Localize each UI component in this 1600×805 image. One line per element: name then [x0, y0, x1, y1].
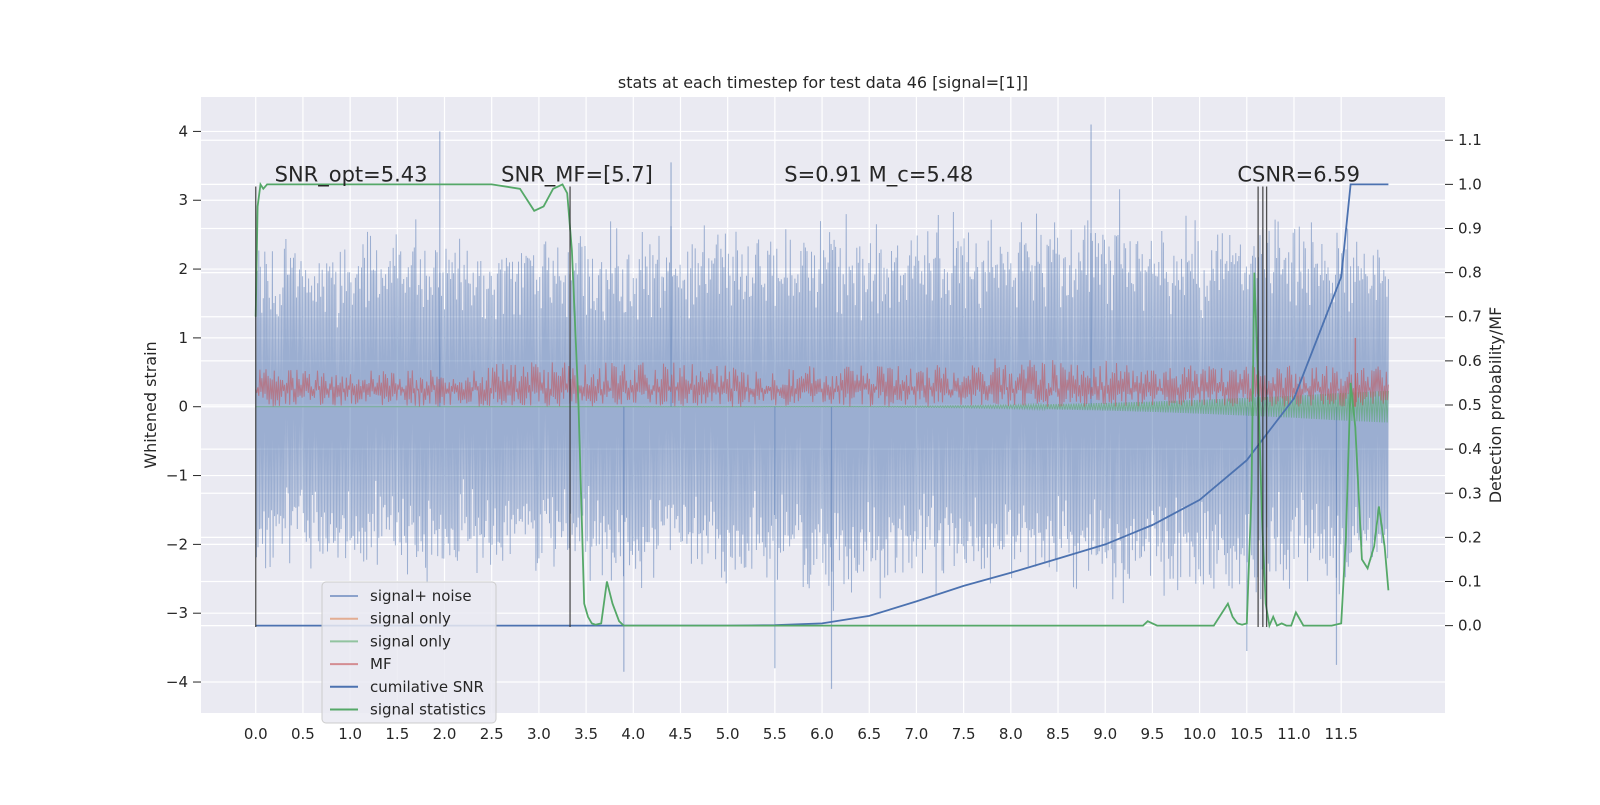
x-tick-label: 6.0 — [810, 725, 834, 743]
vertical-markers — [255, 186, 1268, 627]
annotation-text: SNR_MF=[5.7] — [501, 163, 653, 188]
series-signal-noise-line — [255, 189, 1389, 611]
series-cumilative-snr-line — [255, 183, 1389, 627]
y2-tick-label: 0.6 — [1458, 352, 1482, 370]
legend-label: signal only — [370, 632, 451, 650]
y2-tick-label: 0.3 — [1458, 484, 1482, 502]
y2-tick-label: 0.2 — [1458, 528, 1482, 546]
y2-tick-label: 0.0 — [1458, 617, 1482, 635]
legend: signal+ noise signal only signal only MF cum… — [321, 581, 497, 724]
y-tick-label: 3 — [178, 191, 188, 209]
series-mf-line — [255, 358, 1389, 407]
y2-tick-label: 0.9 — [1458, 219, 1482, 237]
x-tick-label: 10.0 — [1183, 725, 1216, 743]
x-tick-label: 2.5 — [480, 725, 504, 743]
x-tick-label: 4.0 — [621, 725, 645, 743]
x-tick-label: 5.5 — [763, 725, 787, 743]
x-tick-label: 9.5 — [1140, 725, 1164, 743]
y2-tick-label: 0.4 — [1458, 440, 1482, 458]
y-tick-label: −3 — [166, 604, 188, 622]
legend-label: signal+ noise — [370, 587, 472, 605]
chart-title: stats at each timestep for test data 46 … — [618, 73, 1028, 92]
y2-tick-label: 1.0 — [1458, 175, 1482, 193]
x-tick-label: 3.0 — [527, 725, 551, 743]
legend-label: signal statistics — [370, 701, 486, 719]
x-tick-label: 0.0 — [244, 725, 268, 743]
annotation-text: S=0.91 M_c=5.48 — [784, 163, 973, 188]
data-layer — [254, 124, 1390, 689]
legend-label: signal only — [370, 610, 451, 628]
x-tick-label: 3.5 — [574, 725, 598, 743]
x-tick-label: 11.5 — [1324, 725, 1357, 743]
x-tick-label: 6.5 — [857, 725, 881, 743]
legend-label: cumilative SNR — [370, 678, 484, 696]
y-tick-label: 2 — [178, 260, 188, 278]
x-tick-label: 0.5 — [291, 725, 315, 743]
legend-label: MF — [370, 655, 392, 673]
x-tick-label: 1.0 — [338, 725, 362, 743]
x-tick-label: 5.0 — [716, 725, 740, 743]
y-axis-label-right: Detection probability/MF — [1486, 307, 1505, 504]
y2-tick-label: 0.5 — [1458, 396, 1482, 414]
annotation-text: SNR_opt=5.43 — [275, 163, 428, 188]
x-tick-label: 1.5 — [385, 725, 409, 743]
y2-tick-label: 0.1 — [1458, 573, 1482, 591]
y-tick-label: −4 — [166, 673, 188, 691]
x-tick-label: 10.5 — [1230, 725, 1263, 743]
x-tick-label: 7.5 — [952, 725, 976, 743]
ticks: 0.0 0.5 1.0 1.5 2.0 2.5 3.0 3.5 4.0 4.5 5.0 5.5 6.0 6… — [166, 122, 1482, 743]
x-tick-label: 7.0 — [905, 725, 929, 743]
x-tick-label: 8.0 — [999, 725, 1023, 743]
x-tick-label: 4.5 — [669, 725, 693, 743]
y-tick-label: −1 — [166, 467, 188, 485]
y-tick-label: 0 — [178, 398, 188, 416]
series-signal-statistics-line — [254, 181, 1390, 629]
x-tick-label: 11.0 — [1277, 725, 1310, 743]
x-tick-label: 8.5 — [1046, 725, 1070, 743]
y-axis-label: Whitened strain — [141, 341, 160, 468]
x-tick-label: 9.0 — [1093, 725, 1117, 743]
y2-tick-label: 1.1 — [1458, 131, 1482, 149]
y2-tick-label: 0.8 — [1458, 264, 1482, 282]
y2-tick-label: 0.7 — [1458, 308, 1482, 326]
y-tick-label: −2 — [166, 535, 188, 553]
y-tick-label: 1 — [178, 329, 188, 347]
legend-box — [321, 581, 497, 724]
y-tick-label: 4 — [178, 122, 188, 140]
x-tick-label: 2.0 — [433, 725, 457, 743]
annotations: SNR_opt=5.43 SNR_MF=[5.7] S=0.91 M_c=5.48 C… — [275, 163, 1360, 188]
annotation-text: CSNR=6.59 — [1237, 163, 1360, 187]
